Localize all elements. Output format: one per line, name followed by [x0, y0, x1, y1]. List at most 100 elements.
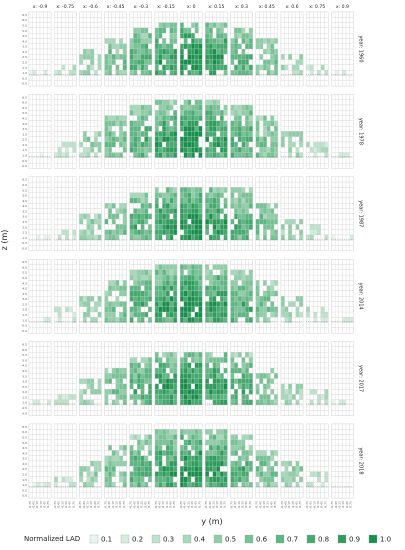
heat-cell [219, 120, 224, 127]
heat-cell [216, 229, 221, 236]
heat-cell [284, 218, 289, 225]
heat-cell [154, 27, 159, 34]
heat-cell [263, 290, 267, 297]
heat-cell [165, 341, 170, 348]
heat-cell [237, 311, 242, 318]
heat-cell [320, 290, 325, 297]
heat-cell [191, 141, 195, 148]
heat-cell [324, 208, 329, 214]
heat-cell [173, 147, 178, 153]
heat-cell [133, 38, 138, 44]
heat-cell [133, 346, 138, 353]
heat-cell [212, 43, 217, 50]
heat-cell [129, 280, 134, 286]
heat-cell [173, 162, 178, 169]
heat-cell [331, 64, 336, 71]
heat-cell [90, 322, 95, 329]
heat-cell [154, 245, 159, 251]
heat-cell [82, 346, 87, 353]
heat-cell [274, 306, 278, 313]
heat-cell [234, 17, 239, 23]
heat-cell [111, 141, 116, 148]
heat-cell [154, 38, 159, 44]
heat-cell [183, 264, 188, 270]
heat-cell [54, 229, 58, 236]
heat-cell [82, 240, 87, 246]
heat-cell [79, 147, 84, 153]
heat-cell [68, 224, 73, 230]
heat-cell [82, 27, 87, 34]
heat-cell [43, 274, 48, 281]
heat-cell [162, 80, 167, 87]
heat-cell [194, 70, 199, 76]
heat-cell [133, 141, 138, 148]
heat-cell [148, 115, 152, 121]
heat-cell [93, 389, 98, 395]
heat-cell [61, 229, 66, 236]
heat-cell [115, 59, 120, 65]
heat-cell [280, 208, 285, 214]
heat-cell [79, 38, 84, 44]
heat-cell [274, 70, 278, 76]
heat-cell [198, 213, 203, 220]
heat-cell [28, 181, 33, 188]
heat-cell [198, 290, 203, 297]
heat-cell [93, 203, 98, 209]
panel-1-1 [54, 94, 77, 169]
heat-cell [79, 367, 84, 374]
heat-cell [288, 120, 293, 127]
heat-cell [187, 33, 192, 39]
heat-cell [187, 410, 192, 416]
heat-cell [284, 43, 289, 50]
heat-cell [68, 346, 73, 353]
heat-cell [194, 147, 199, 153]
heat-cell [47, 327, 52, 334]
heat-cell [245, 224, 250, 230]
heat-cell [259, 147, 264, 153]
heat-cell [43, 264, 48, 270]
heat-cell [36, 131, 41, 137]
heat-cell [119, 264, 124, 270]
heat-cell [338, 162, 343, 169]
heat-cell [248, 229, 253, 236]
heat-cell [266, 80, 271, 87]
heat-cell [212, 38, 217, 44]
heat-cell [187, 38, 192, 44]
heat-cell [320, 301, 325, 307]
heat-cell [245, 70, 250, 76]
heat-cell [270, 11, 275, 18]
heat-cell [183, 152, 188, 158]
heat-cell [248, 54, 253, 60]
heat-cell [198, 33, 203, 39]
heat-cell [54, 259, 58, 265]
heat-cell [259, 285, 264, 292]
heat-cell [270, 187, 275, 193]
heat-cell [291, 99, 296, 106]
heat-cell [148, 11, 152, 18]
heat-cell [90, 147, 95, 153]
heat-cell [245, 64, 250, 71]
heat-cell [223, 322, 228, 329]
heat-cell [108, 213, 113, 220]
heat-cell [223, 240, 228, 246]
heat-cell [208, 157, 213, 164]
heat-cell [97, 176, 102, 183]
heat-cell [65, 389, 69, 395]
heat-cell [263, 187, 267, 193]
heat-cell [165, 120, 170, 127]
heat-cell [180, 43, 184, 50]
heat-cell [65, 11, 69, 18]
heat-cell [349, 317, 354, 323]
heat-cell [137, 17, 141, 23]
heat-cell [54, 234, 58, 241]
heat-cell [79, 296, 84, 302]
heat-cell [306, 240, 310, 246]
heat-cell [334, 17, 339, 23]
heat-cell [97, 27, 102, 34]
heat-cell [133, 410, 138, 416]
heat-cell [320, 280, 325, 286]
heat-cell [320, 213, 325, 220]
heat-cell [72, 136, 77, 143]
heat-cell [180, 357, 184, 363]
heat-cell [194, 136, 199, 143]
